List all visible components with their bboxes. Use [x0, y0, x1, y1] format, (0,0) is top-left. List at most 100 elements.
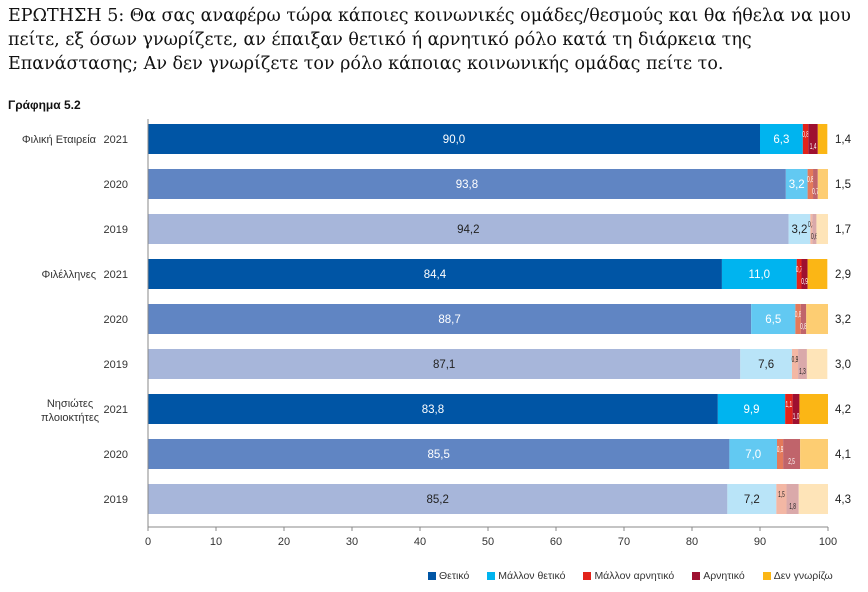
- bar-segment: [148, 214, 789, 244]
- data-label: 88,7: [438, 314, 460, 326]
- data-label: 1,5: [835, 179, 851, 191]
- data-label: 0,7: [796, 266, 803, 274]
- data-label: 1,4: [835, 134, 852, 146]
- data-label: 0,9: [777, 446, 784, 454]
- bar-segment: [807, 169, 814, 199]
- bar-segment: [721, 259, 797, 289]
- x-tick-label: 100: [819, 536, 837, 548]
- data-label: 3,0: [835, 359, 851, 371]
- bar-segment: [785, 169, 808, 199]
- bar-segment: [802, 124, 809, 154]
- legend-label: Μάλλον θετικό: [498, 570, 566, 582]
- bar-segment: [816, 214, 828, 244]
- legend-swatch: [428, 572, 436, 581]
- x-tick-label: 90: [754, 536, 766, 548]
- bar-segment: [786, 484, 799, 514]
- data-label: 7,6: [758, 359, 774, 371]
- bar-segment: [808, 124, 818, 154]
- data-label: 7,0: [745, 449, 761, 461]
- bar-segment: [817, 169, 828, 199]
- bar-segment: [148, 169, 786, 199]
- data-label: 90,0: [443, 134, 465, 146]
- data-label: 87,1: [433, 359, 455, 371]
- data-label: 6,5: [765, 314, 781, 326]
- data-label: 93,8: [456, 179, 478, 191]
- bar-segment: [148, 439, 730, 469]
- year-label: 2020: [104, 179, 128, 191]
- data-label: 3,2: [835, 314, 851, 326]
- data-label: 4,3: [835, 494, 851, 506]
- bar-segment: [800, 304, 807, 334]
- legend-swatch: [692, 572, 701, 581]
- data-label: 0,8: [802, 131, 809, 139]
- bar-segment: [148, 484, 728, 514]
- data-label: 7,2: [744, 494, 760, 506]
- legend-item: Θετικό: [428, 570, 469, 582]
- data-label: 0,8: [800, 323, 807, 331]
- legend-item: Μάλλον αρνητικό: [583, 570, 674, 582]
- legend-item: Δεν γνωρίζω: [762, 570, 833, 582]
- data-label: 1,4: [810, 143, 817, 151]
- bar-segment: [148, 304, 752, 334]
- x-tick-label: 80: [686, 536, 698, 548]
- year-label: 2020: [104, 449, 128, 461]
- year-label: 2021: [104, 269, 128, 281]
- legend-label: Αρνητικό: [703, 570, 745, 582]
- legend-label: Δεν γνωρίζω: [773, 570, 833, 582]
- group-label: πλοιοκτήτες: [41, 412, 99, 424]
- bar-segment: [740, 349, 792, 379]
- data-label: 6,3: [773, 134, 789, 146]
- bar-segment: [801, 259, 808, 289]
- data-label: 0,7: [812, 188, 819, 196]
- data-label: 94,2: [457, 224, 479, 236]
- data-label: 2,9: [835, 269, 851, 281]
- data-label: 2,5: [788, 458, 795, 466]
- legend-label: Θετικό: [439, 570, 470, 582]
- x-tick-label: 20: [278, 536, 290, 548]
- bar-segment: [798, 349, 807, 379]
- x-tick-label: 0: [145, 536, 151, 548]
- year-label: 2019: [104, 494, 128, 506]
- data-label: 1,3: [799, 368, 806, 376]
- data-label: 4,1: [835, 449, 851, 461]
- data-label: 3,2: [791, 224, 807, 236]
- data-label: 0,8: [807, 176, 814, 184]
- bar-segment: [806, 304, 828, 334]
- year-label: 2021: [104, 134, 128, 146]
- data-label: 9,9: [744, 404, 760, 416]
- data-label: 4,2: [835, 404, 851, 416]
- bar-segment: [751, 304, 796, 334]
- data-label: 11,0: [749, 269, 771, 281]
- bar-segment: [806, 349, 828, 379]
- legend-swatch: [487, 572, 496, 581]
- x-tick-label: 30: [346, 536, 358, 548]
- bar-segment: [799, 394, 828, 424]
- year-label: 2021: [104, 404, 128, 416]
- bar-segment: [729, 439, 777, 469]
- legend-item: Μάλλον θετικό: [487, 570, 565, 582]
- legend-swatch: [583, 572, 592, 581]
- data-label: 0,9: [801, 278, 808, 286]
- bar-segment: [148, 394, 718, 424]
- bar-segment: [148, 124, 760, 154]
- bar-segment: [817, 124, 828, 154]
- data-label: 84,4: [424, 269, 447, 281]
- group-label: Νησιώτες: [47, 398, 93, 410]
- x-tick-label: 60: [550, 536, 562, 548]
- data-label: 3,2: [789, 179, 805, 191]
- data-label: 1,0: [793, 413, 800, 421]
- legend: Θετικό Μάλλον θετικό Μάλλον αρνητικό Αρνητι…: [428, 570, 833, 582]
- bar-segment: [791, 349, 799, 379]
- bar-segment: [727, 484, 777, 514]
- bar-segment: [798, 484, 828, 514]
- bar-segment: [777, 439, 784, 469]
- year-label: 2019: [104, 224, 128, 236]
- data-label: 0,3: [808, 221, 815, 229]
- data-label: 1,5: [778, 491, 785, 499]
- bar-segment: [148, 349, 741, 379]
- x-tick-label: 50: [482, 536, 494, 548]
- bar-segment: [717, 394, 786, 424]
- group-label: Φιλική Εταιρεία: [22, 134, 97, 146]
- data-label: 1,1: [786, 401, 793, 409]
